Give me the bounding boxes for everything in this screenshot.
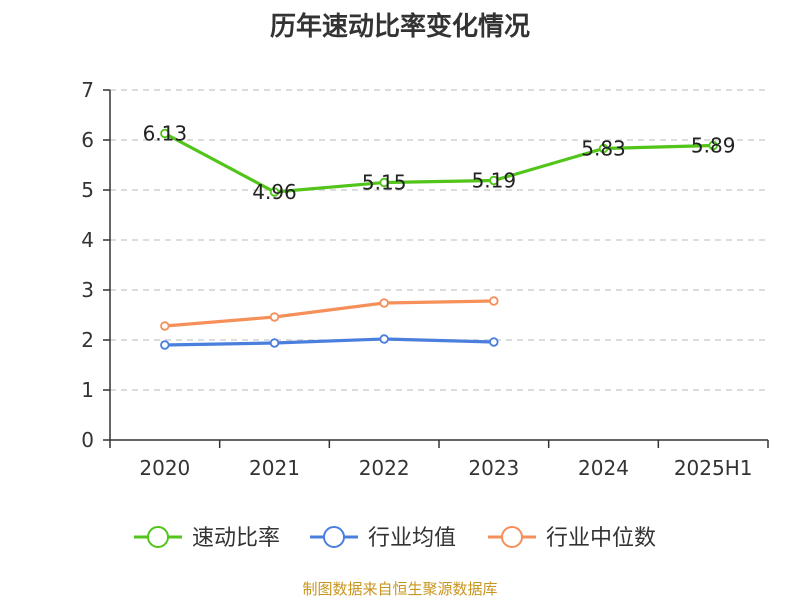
data-point — [269, 312, 280, 322]
data-label: 6.13 — [143, 122, 188, 146]
x-tick-label: 2022 — [359, 456, 410, 480]
data-label: 5.19 — [472, 169, 517, 193]
legend-marker — [501, 526, 523, 548]
series-layer — [160, 128, 718, 350]
data-label: 5.83 — [581, 137, 626, 161]
data-point — [489, 296, 499, 306]
x-tick-label: 2021 — [249, 456, 300, 480]
x-tick-label: 2023 — [468, 456, 519, 480]
y-tick-label: 4 — [81, 228, 94, 252]
data-label-layer: 6.13 4.96 5.15 5.19 5.83 5.89 — [143, 122, 736, 205]
data-point — [160, 128, 170, 139]
data-point — [160, 340, 170, 350]
y-tick-label: 5 — [81, 178, 94, 202]
legend-label: 速动比率 — [192, 526, 280, 551]
series-line-0 — [164, 132, 714, 194]
chart-title: 历年速动比率变化情况 — [269, 12, 530, 42]
data-point — [379, 298, 389, 308]
x-tick-label: 2024 — [578, 456, 629, 480]
data-label: 5.15 — [362, 171, 407, 195]
y-tick-label: 7 — [81, 78, 94, 102]
legend-marker — [147, 526, 169, 548]
y-tick-label: 6 — [81, 128, 94, 152]
data-point — [160, 321, 170, 331]
y-tick-label: 0 — [81, 428, 94, 452]
series-line-2 — [164, 299, 494, 328]
data-point — [489, 175, 499, 186]
x-tick-label: 2025H1 — [674, 456, 753, 480]
data-point — [708, 140, 718, 151]
y-tick-label: 2 — [81, 328, 94, 352]
data-label: 4.96 — [252, 180, 297, 204]
series-line-1 — [164, 337, 494, 347]
data-point — [489, 337, 499, 347]
axis-layer: 0 1 2 3 4 5 6 7 2020 2021 2022 2023 2024 2025H1 — [81, 78, 769, 480]
data-point — [269, 338, 280, 348]
data-label: 5.89 — [691, 134, 736, 158]
data-point — [269, 187, 280, 197]
x-tick-label: 2020 — [139, 456, 190, 480]
source-note: 制图数据来自恒生聚源数据库 — [302, 580, 498, 598]
legend-label: 行业均值 — [368, 526, 456, 551]
data-point — [598, 143, 609, 154]
legend-marker — [323, 526, 345, 548]
legend-label: 行业中位数 — [546, 526, 656, 551]
y-tick-label: 3 — [81, 278, 94, 302]
data-point — [379, 334, 389, 344]
legend: 速动比率 行业均值 行业中位数 — [134, 526, 656, 551]
data-point — [379, 177, 389, 188]
y-tick-label: 1 — [81, 378, 94, 402]
